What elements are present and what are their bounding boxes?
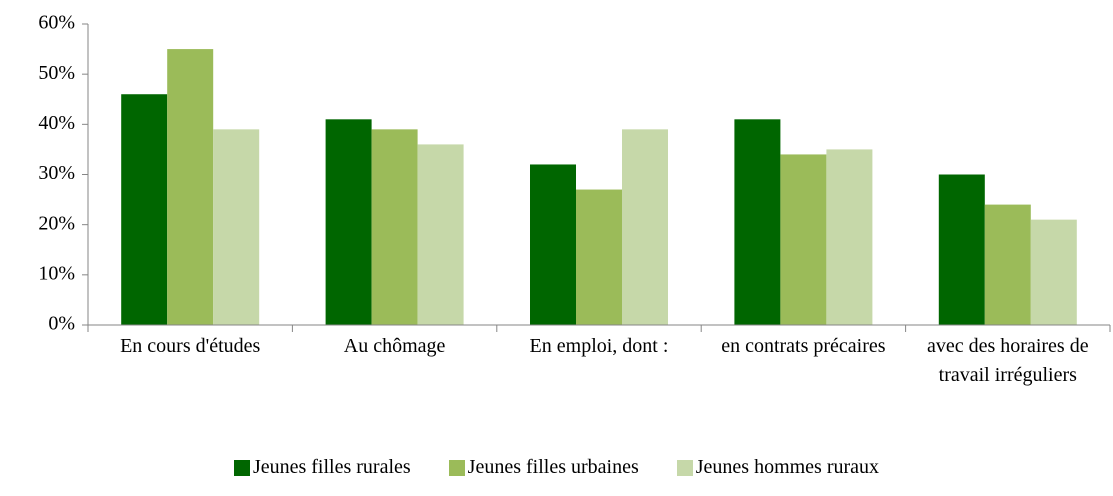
bar	[576, 189, 622, 325]
legend-label: Jeunes filles rurales	[252, 456, 411, 478]
bar	[622, 129, 668, 325]
bar	[984, 204, 1031, 325]
legend-item: Jeunes filles urbaines	[448, 456, 639, 479]
y-tick-label: 10%	[38, 262, 75, 284]
bar	[167, 49, 214, 325]
bar	[734, 119, 781, 325]
y-tick-label: 60%	[38, 12, 75, 34]
y-tick-label: 30%	[38, 162, 75, 184]
bar	[530, 164, 576, 325]
legend-swatch	[448, 459, 465, 476]
bar	[938, 174, 985, 325]
legend-swatch	[233, 459, 250, 476]
bar	[826, 149, 873, 325]
y-tick-label: 20%	[38, 212, 75, 234]
bar	[213, 129, 260, 325]
legend-item: Jeunes filles rurales	[233, 456, 411, 479]
legend-label: Jeunes filles urbaines	[467, 456, 639, 478]
x-tick-label: en contrats précaires	[721, 335, 886, 357]
y-tick-label: 40%	[38, 112, 75, 134]
bar	[1030, 219, 1077, 325]
legend: Jeunes filles rurales Jeunes filles urbai…	[0, 456, 1113, 479]
bar	[121, 94, 168, 325]
x-tick-label: En emploi, dont :	[529, 335, 669, 357]
x-tick-label: Au chômage	[343, 335, 446, 357]
legend-label: Jeunes hommes ruraux	[695, 456, 880, 478]
y-tick-label: 50%	[38, 62, 75, 84]
bar	[371, 129, 418, 325]
x-tick-label: avec des horaires de travail irréguliers	[927, 335, 1089, 386]
x-tick-label: En cours d'études	[120, 335, 261, 357]
y-tick-label: 0%	[48, 313, 75, 335]
bar	[417, 144, 464, 325]
legend-item: Jeunes hommes ruraux	[676, 456, 880, 479]
bar	[780, 154, 827, 325]
legend-swatch	[676, 459, 693, 476]
bar	[325, 119, 372, 325]
